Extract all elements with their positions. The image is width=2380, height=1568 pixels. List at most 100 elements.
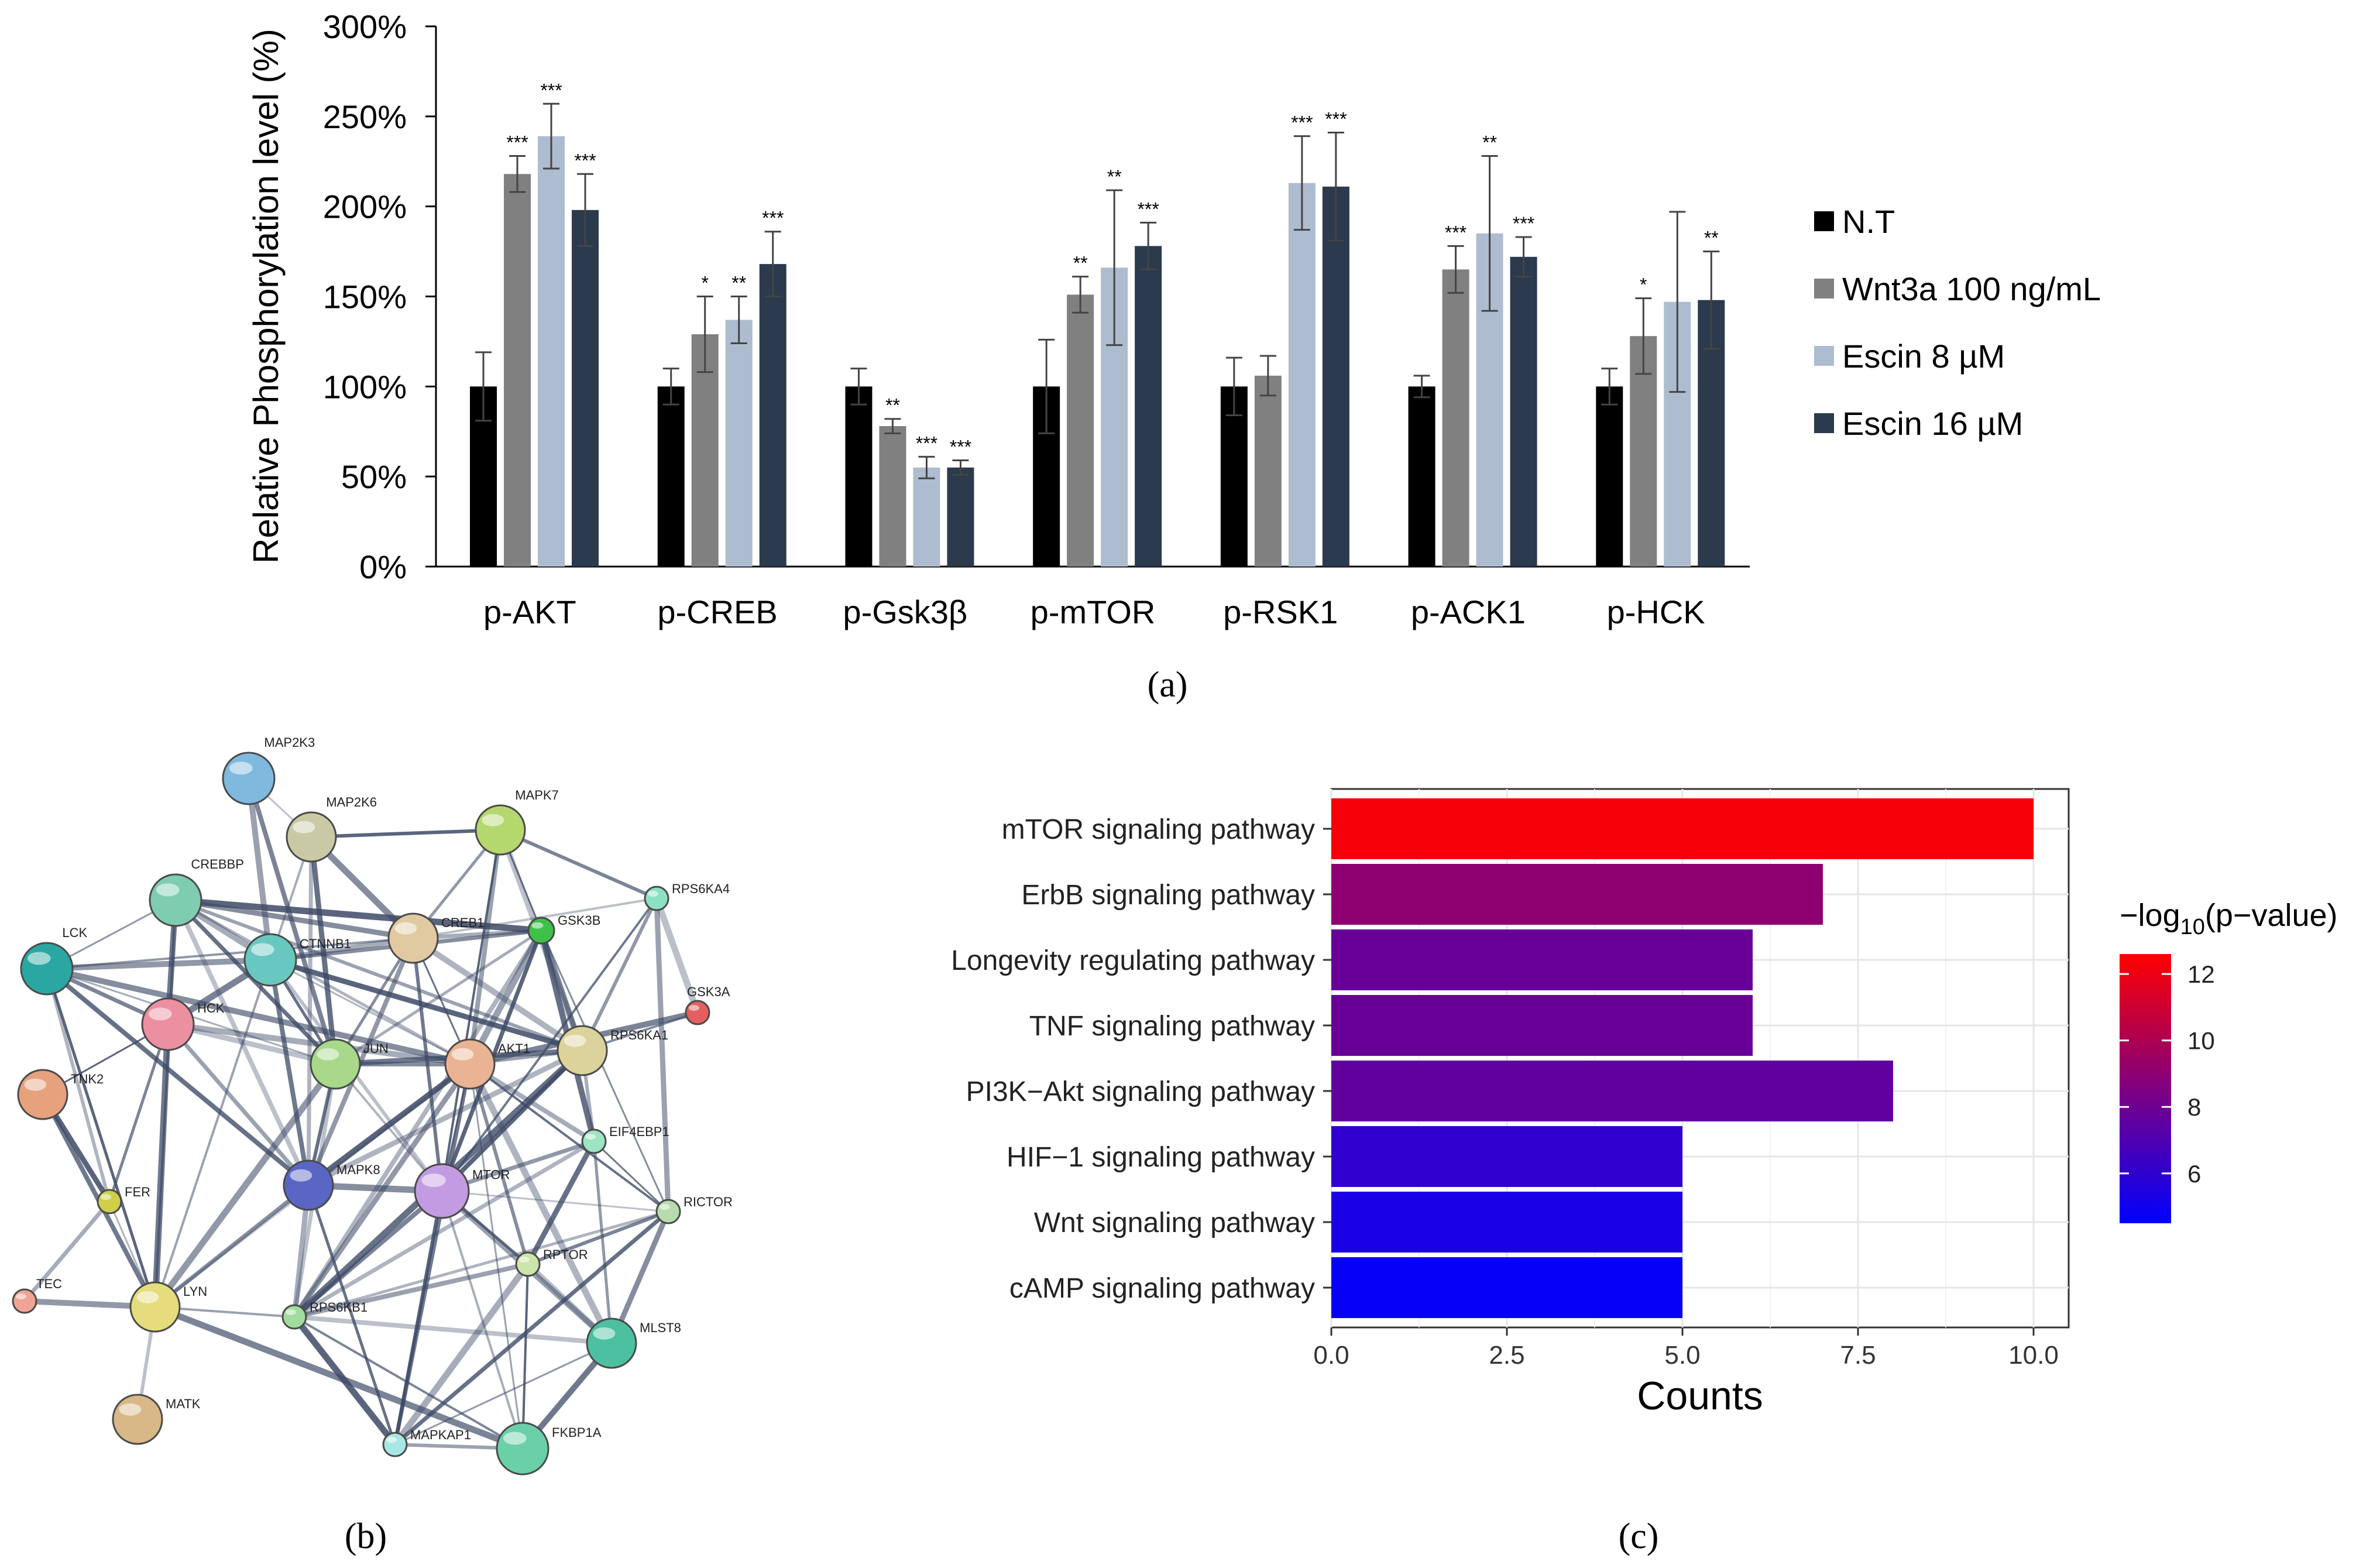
network-node-label: JUN xyxy=(363,1041,389,1056)
network-edge xyxy=(45,968,157,1308)
network-node-label: LCK xyxy=(62,925,87,940)
network-edge xyxy=(581,897,658,1052)
bar xyxy=(1408,386,1435,567)
node-highlight xyxy=(386,1437,397,1443)
network-edge xyxy=(292,929,544,1319)
network-node-label: FER xyxy=(125,1185,150,1199)
bar xyxy=(1510,256,1537,567)
network-edge xyxy=(294,1316,523,1450)
node-highlight xyxy=(503,1432,527,1445)
panel-b-label: (b) xyxy=(345,1516,387,1556)
network-node-label: MAPK7 xyxy=(515,788,559,802)
network-edge xyxy=(307,1048,583,1188)
significance-label: *** xyxy=(540,80,562,101)
network-edge xyxy=(413,897,657,939)
network-node xyxy=(222,752,276,805)
network-node-label: MTOR xyxy=(472,1167,510,1182)
network-edge xyxy=(45,966,310,1188)
network-edge xyxy=(153,1183,310,1309)
x-category-label: p-mTOR xyxy=(1031,593,1156,630)
network-edge xyxy=(293,1139,595,1319)
y-tick-label: 200% xyxy=(323,188,407,225)
network-edge xyxy=(307,1185,397,1445)
x-tick-label: 7.5 xyxy=(1840,1341,1876,1370)
network-node xyxy=(310,1038,361,1090)
network-edge xyxy=(108,1024,170,1202)
network-node-label: RICTOR xyxy=(684,1195,733,1209)
network-node xyxy=(387,912,439,964)
node-highlight xyxy=(564,1034,586,1047)
network-edge xyxy=(441,1190,669,1213)
node-highlight xyxy=(585,1134,596,1140)
network-edge xyxy=(411,935,584,1054)
network-node xyxy=(149,873,202,927)
y-tick-label: 50% xyxy=(341,458,407,495)
x-tick-label: 0.0 xyxy=(1313,1341,1349,1370)
y-tick-label: 150% xyxy=(323,279,407,315)
node-highlight xyxy=(293,821,315,833)
bar xyxy=(1254,375,1282,567)
network-node xyxy=(286,811,337,863)
network-edge xyxy=(527,1210,669,1266)
pathway-label: mTOR signaling pathway xyxy=(1002,814,1315,845)
network-node xyxy=(557,1025,608,1076)
significance-label: * xyxy=(701,273,708,294)
network-node xyxy=(17,1069,68,1120)
network-edge xyxy=(174,898,337,1066)
network-node-label: LYN xyxy=(183,1284,207,1299)
network-edge xyxy=(469,1063,524,1449)
significance-label: *** xyxy=(950,436,971,457)
network-node xyxy=(382,1432,408,1457)
node-highlight xyxy=(286,1309,296,1315)
network-node-label: MAPK8 xyxy=(336,1162,380,1177)
network-node xyxy=(685,1000,710,1025)
significance-label: ** xyxy=(1482,132,1497,153)
network-node xyxy=(12,1288,37,1314)
significance-label: ** xyxy=(885,395,900,416)
legend-swatch xyxy=(1814,413,1834,433)
significance-label: *** xyxy=(916,433,937,454)
x-tick-label: 2.5 xyxy=(1489,1341,1524,1370)
bar xyxy=(572,210,599,567)
node-highlight xyxy=(119,1403,142,1416)
significance-label: *** xyxy=(506,132,528,153)
bar xyxy=(1442,269,1469,567)
significance-label: ** xyxy=(1107,166,1122,187)
bar xyxy=(691,334,719,567)
bar xyxy=(504,174,531,567)
network-edge xyxy=(468,1063,530,1265)
network-edge xyxy=(293,1189,444,1319)
network-edge xyxy=(152,1062,338,1309)
network-node-label: EIF4EBP1 xyxy=(609,1124,669,1139)
network-edge xyxy=(653,897,701,1014)
network-node xyxy=(141,997,195,1051)
network-node-label: GSK3B xyxy=(558,913,600,928)
x-category-label: p-RSK1 xyxy=(1223,593,1338,630)
x-axis-title: Counts xyxy=(1637,1374,1763,1418)
pathway-bar xyxy=(1331,995,1753,1056)
network-node-label: RPS6KA1 xyxy=(610,1028,668,1042)
node-highlight xyxy=(251,943,274,956)
legend-entry: Wnt3a 100 ng/mL xyxy=(1842,270,2101,307)
node-highlight xyxy=(531,922,544,929)
panel-a-label: (a) xyxy=(1148,665,1188,705)
network-edge xyxy=(46,937,414,970)
network-edge xyxy=(593,1140,669,1213)
y-tick-label: 100% xyxy=(323,368,407,405)
bar xyxy=(1596,386,1623,567)
panel-c-pathway-chart: mTOR signaling pathway ErbB signaling pat… xyxy=(951,788,2338,1418)
network-node-label: TEC xyxy=(36,1277,62,1291)
network-edge xyxy=(308,836,338,1065)
y-axis-title: Relative Phosphorylation level (%) xyxy=(246,29,286,564)
legend-swatch xyxy=(1814,346,1834,366)
pathway-bar xyxy=(1331,929,1753,990)
network-edge xyxy=(23,1200,111,1303)
network-edge xyxy=(469,1063,669,1213)
network-node xyxy=(97,1189,122,1214)
legend-entry: N.T xyxy=(1842,203,1895,240)
network-node xyxy=(414,1163,470,1219)
network-node xyxy=(586,1317,637,1369)
network-edge xyxy=(306,836,314,1186)
network-node-label: GSK3A xyxy=(687,984,730,999)
